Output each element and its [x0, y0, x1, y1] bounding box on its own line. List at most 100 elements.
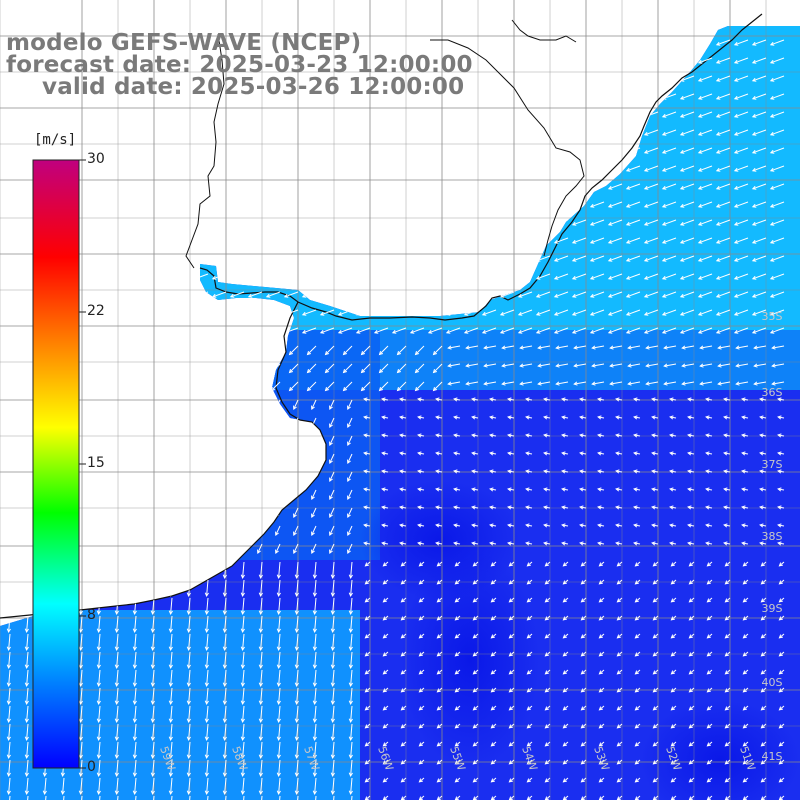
wind-arrowhead — [751, 59, 757, 64]
wind-arrowhead — [306, 386, 312, 392]
wind-arrowhead — [580, 562, 585, 567]
wind-arrowhead — [409, 329, 415, 334]
wind-arrow — [698, 201, 713, 208]
wind-arrowhead — [276, 754, 281, 759]
wind-arrowhead — [453, 505, 458, 510]
wind-arrowhead — [507, 487, 512, 492]
wind-arrowhead — [447, 363, 452, 368]
wind-arrowhead — [579, 415, 584, 420]
wind-arrowhead — [724, 760, 729, 765]
wind-arrowhead — [168, 646, 173, 651]
wind-arrow — [8, 795, 11, 800]
wind-arrowhead — [311, 531, 315, 537]
wind-arrowhead — [652, 562, 657, 567]
wind-arrowhead — [348, 718, 353, 723]
wind-arrowhead — [276, 718, 281, 723]
wind-arrow — [644, 165, 659, 172]
wind-arrowhead — [381, 469, 386, 474]
wind-arrowhead — [306, 368, 312, 374]
wind-arrowhead — [705, 415, 710, 420]
wind-arrow — [278, 561, 281, 578]
wind-arrowhead — [417, 415, 422, 420]
wind-arrowhead — [553, 275, 559, 280]
wind-arrow — [464, 327, 479, 334]
wind-arrow — [170, 687, 173, 704]
wind-arrowhead — [400, 616, 405, 621]
wind-arrow — [260, 687, 263, 704]
wind-arrow — [628, 345, 641, 349]
wind-arrowhead — [652, 706, 657, 711]
wind-arrow — [116, 741, 119, 758]
wind-arrowhead — [535, 275, 541, 280]
wind-arrowhead — [751, 203, 757, 208]
wind-arrowhead — [78, 754, 83, 759]
wind-arrowhead — [724, 688, 729, 693]
wind-arrow — [662, 309, 677, 316]
wind-arrowhead — [508, 706, 513, 711]
wind-arrow — [518, 327, 533, 334]
wind-arrow — [44, 795, 47, 800]
wind-arrowhead — [348, 628, 353, 633]
wind-arrowhead — [733, 149, 739, 154]
wind-arrowhead — [348, 574, 353, 579]
wind-arrowhead — [204, 772, 209, 777]
colorbar-tick-22: 22 — [87, 303, 105, 319]
wind-arrow — [242, 561, 245, 578]
wind-arrow — [644, 309, 659, 316]
wind-arrowhead — [240, 700, 245, 705]
wind-arrowhead — [742, 670, 747, 675]
wind-arrowhead — [661, 113, 667, 118]
wind-arrowhead — [571, 311, 577, 316]
wind-arrow — [644, 183, 659, 190]
wind-arrowhead — [715, 329, 721, 334]
wind-arrowhead — [670, 706, 675, 711]
wind-arrowhead — [741, 505, 746, 510]
wind-arrow — [296, 669, 299, 686]
coastline-south — [0, 301, 327, 619]
wind-arrowhead — [453, 415, 458, 420]
wind-arrowhead — [634, 616, 639, 621]
wind-arrow — [278, 579, 281, 596]
wind-arrowhead — [418, 706, 423, 711]
wind-arrow — [332, 615, 335, 632]
wind-arrow — [608, 201, 623, 208]
wind-arrowhead — [759, 523, 764, 528]
wind-arrowhead — [519, 381, 524, 386]
wind-arrowhead — [670, 580, 675, 585]
wind-arrow — [134, 759, 137, 776]
wind-arrow — [626, 309, 641, 316]
wind-arrow — [754, 381, 767, 385]
wind-arrowhead — [186, 628, 191, 633]
wind-arrowhead — [276, 736, 281, 741]
wind-arrow — [626, 291, 641, 298]
wind-arrowhead — [240, 754, 245, 759]
wind-arrowhead — [735, 381, 740, 386]
wind-arrow — [556, 363, 569, 367]
wind-arrow — [554, 255, 569, 262]
wind-arrowhead — [168, 610, 173, 615]
wind-arrow — [433, 345, 443, 355]
wind-arrowhead — [258, 736, 263, 741]
wind-arrowhead — [490, 688, 495, 693]
wind-arrow — [770, 147, 785, 154]
wind-arrow — [410, 327, 425, 334]
wind-arrowhead — [490, 652, 495, 657]
wind-arrowhead — [633, 469, 638, 474]
wind-arrowhead — [312, 574, 317, 579]
wind-arrowhead — [615, 451, 620, 456]
wind-arrow — [716, 273, 731, 280]
wind-arrowhead — [760, 562, 765, 567]
wind-arrow — [350, 777, 353, 794]
wind-arrow — [662, 237, 677, 244]
wind-arrowhead — [329, 459, 333, 465]
wind-arrowhead — [400, 670, 405, 675]
wind-arrow — [698, 165, 713, 172]
wind-arrow — [716, 237, 731, 244]
wind-arrowhead — [778, 598, 783, 603]
wind-arrow — [296, 561, 299, 578]
wind-arrowhead — [132, 664, 137, 669]
wind-arrow — [754, 363, 767, 367]
wind-arrowhead — [436, 706, 441, 711]
wind-arrowhead — [615, 415, 620, 420]
wind-arrowhead — [168, 772, 173, 777]
